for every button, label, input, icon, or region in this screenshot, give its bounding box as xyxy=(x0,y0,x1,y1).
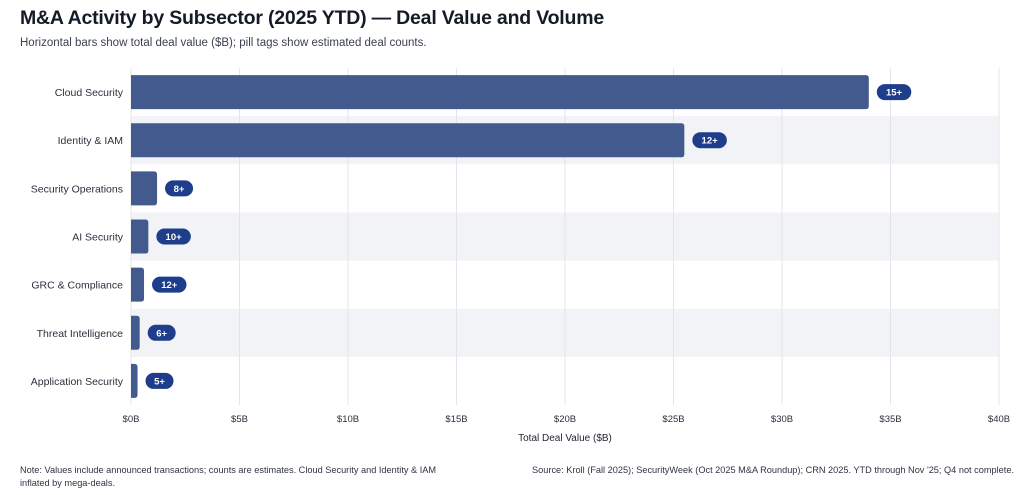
deal-count-pill xyxy=(876,84,912,101)
source-note: Source: Kroll (Fall 2025); SecurityWeek … xyxy=(532,465,1014,475)
chart-subtitle: Horizontal bars show total deal value ($… xyxy=(20,37,427,49)
bar xyxy=(131,315,140,350)
bar xyxy=(131,363,138,398)
bar xyxy=(131,123,685,158)
footnote: Note: Values include announced transacti… xyxy=(20,465,437,488)
deal-count-label: 12+ xyxy=(702,136,719,147)
category-label: Identity & IAM xyxy=(58,135,123,147)
deal-count-label: 5+ xyxy=(154,376,165,387)
category-label: Threat Intelligence xyxy=(37,328,124,340)
deal-count-label: 8+ xyxy=(174,184,185,195)
bar xyxy=(131,219,149,254)
bar xyxy=(131,75,869,110)
x-tick-label: $25B xyxy=(662,414,684,425)
x-tick-label: $0B xyxy=(123,414,140,425)
x-axis-title: Total Deal Value ($B) xyxy=(518,433,612,444)
deal-count-label: 6+ xyxy=(156,328,167,339)
deal-count-label: 15+ xyxy=(886,88,903,99)
x-tick-label: $40B xyxy=(988,414,1010,425)
x-tick-label: $15B xyxy=(445,414,467,425)
bar xyxy=(131,171,158,206)
deal-count-pill xyxy=(152,276,187,293)
deal-count-pill xyxy=(145,372,174,389)
category-label: Application Security xyxy=(31,376,124,388)
category-label: AI Security xyxy=(72,232,124,244)
category-label: Security Operations xyxy=(31,183,123,195)
x-tick-label: $10B xyxy=(337,414,359,425)
x-tick-label: $5B xyxy=(231,414,248,425)
x-tick-label: $35B xyxy=(879,414,901,425)
bar xyxy=(131,267,145,302)
chart-title: M&A Activity by Subsector (2025 YTD) — D… xyxy=(20,7,604,29)
category-label: GRC & Compliance xyxy=(31,280,123,292)
x-tick-label: $20B xyxy=(554,414,576,425)
category-label: Cloud Security xyxy=(55,87,124,99)
deal-count-pill xyxy=(156,228,191,245)
deal-count-pill xyxy=(165,180,194,197)
deal-count-pill xyxy=(147,324,176,341)
bar-chart: Cloud Security 15+ Identity & IAM 12+ Securi… xyxy=(31,68,1010,444)
deal-count-label: 10+ xyxy=(166,232,183,243)
deal-count-pill xyxy=(692,132,727,149)
x-tick-label: $30B xyxy=(771,414,793,425)
deal-count-label: 12+ xyxy=(161,280,178,291)
